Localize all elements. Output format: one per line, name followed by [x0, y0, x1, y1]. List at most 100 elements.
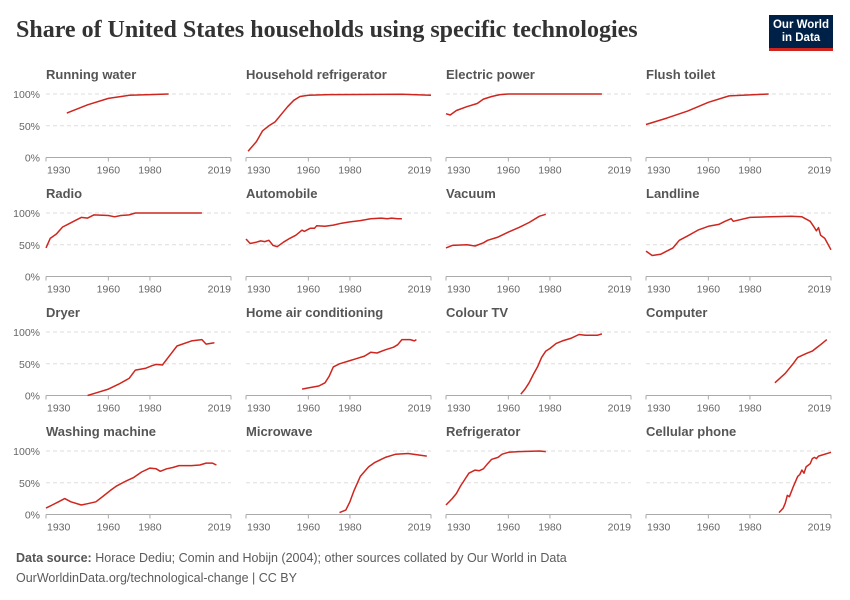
x-tick-label: 1930 [647, 522, 671, 534]
logo-line-2: in Data [781, 32, 821, 44]
panel-title: Home air conditioning [246, 305, 383, 320]
x-tick-label: 2019 [208, 284, 232, 296]
x-tick-label: 1960 [497, 522, 521, 534]
panel-title: Flush toilet [646, 67, 716, 82]
x-tick-label: 2019 [208, 403, 232, 415]
y-tick-label: 100% [13, 89, 40, 101]
x-tick-label: 1960 [697, 403, 721, 415]
source-text: Horace Dediu; Comin and Hobijn (2004); o… [95, 551, 567, 565]
x-tick-label: 2019 [408, 284, 432, 296]
x-tick-label: 2019 [608, 522, 632, 534]
x-tick-label: 1980 [138, 403, 162, 415]
x-tick-label: 2019 [208, 522, 232, 534]
x-tick-label: 1930 [47, 403, 71, 415]
x-tick-label: 1980 [338, 165, 362, 177]
y-tick-label: 100% [13, 446, 40, 458]
x-tick-label: 1960 [297, 522, 321, 534]
x-tick-label: 1960 [297, 284, 321, 296]
y-tick-label: 0% [25, 272, 40, 284]
x-tick-label: 1980 [738, 165, 762, 177]
series-line-home-air-conditioning [301, 338, 417, 390]
panel-title: Electric power [446, 67, 535, 82]
panel-title: Landline [646, 186, 699, 201]
x-tick-label: 2019 [808, 403, 832, 415]
y-tick-label: 50% [19, 478, 40, 490]
x-tick-label: 1960 [497, 284, 521, 296]
x-tick-label: 1930 [247, 403, 271, 415]
x-tick-label: 1930 [647, 403, 671, 415]
footer: Data source: Horace Dediu; Comin and Hob… [16, 548, 567, 588]
panel-title: Microwave [246, 424, 312, 439]
x-tick-label: 1930 [47, 522, 71, 534]
series-line-automobile [245, 217, 402, 248]
series-line-radio [45, 212, 202, 249]
x-tick-label: 1930 [447, 403, 471, 415]
panel-title: Colour TV [446, 305, 508, 320]
series-line-cellular-phone [778, 451, 832, 514]
y-tick-label: 100% [13, 327, 40, 339]
x-tick-label: 1980 [538, 165, 562, 177]
panel-title: Computer [646, 305, 707, 320]
x-tick-label: 1980 [538, 522, 562, 534]
x-tick-label: 1930 [447, 165, 471, 177]
x-tick-label: 1930 [247, 284, 271, 296]
data-source: Data source: Horace Dediu; Comin and Hob… [16, 548, 567, 568]
x-tick-label: 1960 [697, 284, 721, 296]
panel-title: Washing machine [46, 424, 156, 439]
y-tick-label: 50% [19, 240, 40, 252]
panel-title: Household refrigerator [246, 67, 387, 82]
x-tick-label: 2019 [808, 284, 832, 296]
series-line-computer [774, 339, 828, 384]
owid-logo[interactable]: Our World in Data [769, 15, 833, 51]
x-tick-label: 1960 [97, 522, 121, 534]
x-tick-label: 1980 [738, 284, 762, 296]
series-line-flush-toilet [645, 93, 769, 126]
panel-title: Dryer [46, 305, 80, 320]
x-tick-label: 1980 [138, 284, 162, 296]
logo-line-1: Our World [772, 19, 829, 31]
x-tick-label: 1960 [497, 165, 521, 177]
series-line-washing-machine [45, 462, 217, 509]
x-tick-label: 1980 [138, 165, 162, 177]
x-tick-label: 1980 [338, 284, 362, 296]
x-tick-label: 1960 [697, 165, 721, 177]
series-line-dryer [87, 338, 215, 397]
panel-title: Automobile [246, 186, 318, 201]
y-tick-label: 50% [19, 121, 40, 133]
x-tick-label: 1960 [97, 403, 121, 415]
source-label: Data source: [16, 551, 92, 565]
x-tick-label: 1930 [247, 522, 271, 534]
x-tick-label: 1960 [697, 522, 721, 534]
series-line-running-water [66, 93, 169, 114]
panel-title: Radio [46, 186, 82, 201]
x-tick-label: 1980 [738, 522, 762, 534]
panel-title: Running water [46, 67, 136, 82]
x-tick-label: 1960 [497, 403, 521, 415]
x-tick-label: 1960 [97, 165, 121, 177]
series-line-electric-power [445, 93, 602, 116]
x-tick-label: 1930 [447, 522, 471, 534]
panel-title: Vacuum [446, 186, 496, 201]
x-tick-label: 1980 [538, 284, 562, 296]
series-line-colour-tv [520, 333, 603, 395]
x-tick-label: 1980 [538, 403, 562, 415]
y-tick-label: 50% [19, 359, 40, 371]
x-tick-label: 2019 [608, 403, 632, 415]
series-line-vacuum [445, 213, 547, 249]
y-tick-label: 0% [25, 391, 40, 403]
x-tick-label: 1960 [97, 284, 121, 296]
url-license[interactable]: OurWorldinData.org/technological-change … [16, 571, 297, 585]
x-tick-label: 1930 [247, 165, 271, 177]
panel-title: Refrigerator [446, 424, 520, 439]
y-tick-label: 100% [13, 208, 40, 220]
x-tick-label: 2019 [608, 165, 632, 177]
x-tick-label: 2019 [408, 522, 432, 534]
x-tick-label: 1930 [47, 165, 71, 177]
x-tick-label: 1980 [738, 403, 762, 415]
x-tick-label: 1980 [338, 522, 362, 534]
x-tick-label: 1930 [647, 284, 671, 296]
x-tick-label: 1960 [297, 403, 321, 415]
x-tick-label: 1960 [297, 165, 321, 177]
y-tick-label: 0% [25, 153, 40, 165]
